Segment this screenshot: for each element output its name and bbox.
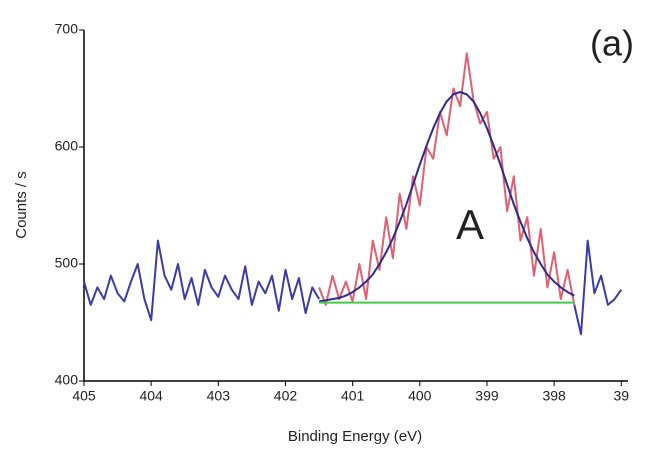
x-axis-label: Binding Energy (eV)	[288, 428, 422, 445]
y-tick-label: 700	[55, 21, 79, 37]
data-line	[573, 239, 623, 336]
x-tick-label: 405	[72, 388, 96, 404]
x-tick-label: 403	[207, 388, 231, 404]
y-tick-label: 400	[55, 372, 79, 388]
x-tick-label: 398	[542, 388, 566, 404]
x-tick-label: 402	[274, 388, 298, 404]
peak-label: A	[456, 201, 484, 248]
x-tick-label: 401	[341, 388, 365, 404]
x-tick-label: 400	[408, 388, 432, 404]
x-tick-label: 399	[475, 388, 499, 404]
data-line	[318, 52, 576, 306]
data-line	[83, 239, 320, 322]
y-tick-label: 600	[55, 138, 79, 154]
data-line	[318, 91, 575, 303]
y-axis-label: Counts / s	[13, 171, 30, 239]
y-tick-label: 500	[55, 255, 79, 271]
panel-label: (a)	[590, 23, 634, 64]
x-tick-label: 39	[613, 388, 629, 404]
x-tick-label: 404	[139, 388, 163, 404]
